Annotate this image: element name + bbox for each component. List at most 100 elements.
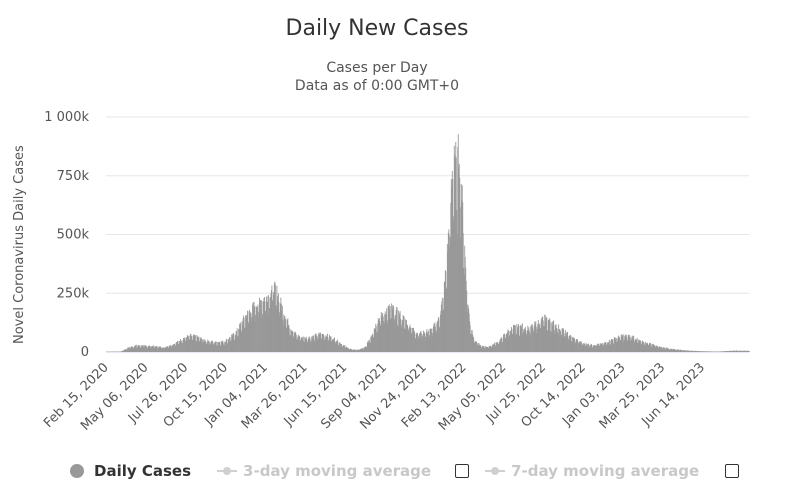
bar-daily-cases: [632, 335, 634, 352]
bar-daily-cases: [621, 335, 623, 352]
bar-daily-cases: [210, 340, 212, 352]
bar-daily-cases: [533, 330, 535, 352]
bar-daily-cases: [367, 341, 369, 352]
bar-daily-cases: [674, 349, 676, 352]
bar-daily-cases: [715, 351, 717, 352]
bar-daily-cases: [661, 347, 662, 352]
bar-daily-cases: [557, 332, 559, 352]
bar-daily-cases: [577, 339, 578, 352]
bar-daily-cases: [659, 346, 660, 352]
bar-daily-cases: [145, 345, 147, 352]
bar-daily-cases: [276, 285, 278, 352]
bar-daily-cases: [598, 343, 600, 352]
bar-daily-cases: [289, 334, 291, 352]
bar-daily-cases: [167, 348, 169, 352]
bar-daily-cases: [721, 351, 723, 352]
legend-item-daily-cases[interactable]: Daily Cases: [70, 462, 191, 480]
bar-daily-cases: [162, 347, 164, 352]
bar-daily-cases: [473, 337, 475, 352]
legend-item-7-day-average[interactable]: 7-day moving average: [485, 462, 699, 480]
bar-daily-cases: [178, 344, 179, 352]
bar-daily-cases: [227, 339, 229, 352]
bar-daily-cases: [712, 351, 714, 352]
bar-daily-cases: [187, 335, 189, 352]
bar-daily-cases: [391, 303, 393, 352]
bar-daily-cases: [311, 336, 313, 352]
bar-daily-cases: [576, 339, 577, 352]
bar-daily-cases: [180, 340, 182, 352]
bar-daily-cases: [381, 316, 383, 352]
bar-daily-cases: [449, 246, 451, 352]
bar-daily-cases: [522, 331, 524, 352]
bar-daily-cases: [390, 319, 392, 352]
bar-daily-cases: [379, 320, 381, 352]
bar-daily-cases: [580, 341, 582, 352]
bar-daily-cases: [702, 351, 704, 352]
bar-daily-cases: [432, 326, 434, 352]
bar-daily-cases: [269, 297, 271, 352]
bar-daily-cases: [441, 301, 443, 352]
bar-daily-cases: [743, 350, 745, 352]
bar-daily-cases: [359, 349, 361, 352]
legend-item-3-day-average[interactable]: 3-day moving average: [217, 462, 431, 480]
bar-daily-cases: [346, 346, 348, 352]
bar-daily-cases: [195, 342, 197, 352]
bar-daily-cases: [364, 347, 366, 352]
bar-daily-cases: [421, 333, 422, 352]
bar-daily-cases: [495, 342, 497, 352]
bar-daily-cases: [529, 335, 531, 352]
bar-daily-cases: [459, 207, 461, 352]
bar-daily-cases: [604, 342, 606, 352]
bar-daily-cases: [490, 345, 492, 352]
bar-daily-cases: [169, 345, 171, 352]
bar-daily-cases: [294, 331, 296, 352]
bar-daily-cases: [624, 334, 626, 352]
bar-daily-cases: [209, 344, 211, 352]
bar-daily-cases: [506, 333, 508, 352]
bar-daily-cases: [689, 351, 691, 352]
bar-daily-cases: [166, 346, 168, 352]
bar-daily-cases: [611, 339, 613, 352]
bar-daily-cases: [246, 315, 248, 352]
bar-daily-cases: [403, 316, 405, 352]
bar-daily-cases: [736, 350, 737, 352]
bar-daily-cases: [459, 177, 461, 352]
bar-daily-cases: [541, 320, 543, 352]
bar-daily-cases: [664, 347, 666, 352]
bar-daily-cases: [182, 342, 183, 352]
bar-daily-cases: [485, 346, 487, 352]
bar-daily-cases: [445, 271, 447, 352]
bar-daily-cases: [218, 341, 220, 352]
bar-daily-cases: [644, 345, 646, 352]
bar-daily-cases: [699, 351, 701, 352]
bar-daily-cases: [180, 338, 181, 352]
bar-daily-cases: [534, 323, 536, 352]
bar-daily-cases: [310, 341, 312, 352]
bar-daily-cases: [309, 337, 311, 352]
bar-daily-cases: [727, 351, 729, 352]
bar-daily-cases: [652, 344, 654, 352]
bar-daily-cases: [636, 339, 638, 352]
toggle-checkbox-7-day-average[interactable]: [725, 464, 740, 478]
bar-daily-cases: [265, 311, 266, 352]
bar-daily-cases: [255, 314, 256, 352]
bar-daily-cases: [489, 346, 491, 352]
bar-daily-cases: [277, 295, 279, 352]
bar-daily-cases: [415, 338, 416, 352]
bar-daily-cases: [372, 337, 374, 352]
bar-daily-cases: [238, 329, 240, 352]
bar-daily-cases: [586, 344, 588, 352]
bar-daily-cases: [495, 345, 496, 352]
bar-daily-cases: [308, 337, 310, 352]
bar-daily-cases: [494, 342, 495, 352]
bar-daily-cases: [697, 351, 699, 352]
bar-daily-cases: [271, 300, 273, 352]
bar-daily-cases: [429, 328, 431, 352]
bar-daily-cases: [682, 350, 684, 352]
bar-daily-cases: [420, 330, 422, 352]
bar-daily-cases: [283, 314, 285, 352]
toggle-checkbox-3-day-average[interactable]: [455, 464, 470, 478]
bar-daily-cases: [419, 333, 421, 352]
bar-daily-cases: [565, 332, 567, 352]
